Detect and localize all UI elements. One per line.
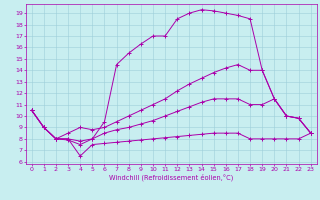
X-axis label: Windchill (Refroidissement éolien,°C): Windchill (Refroidissement éolien,°C) [109,173,233,181]
